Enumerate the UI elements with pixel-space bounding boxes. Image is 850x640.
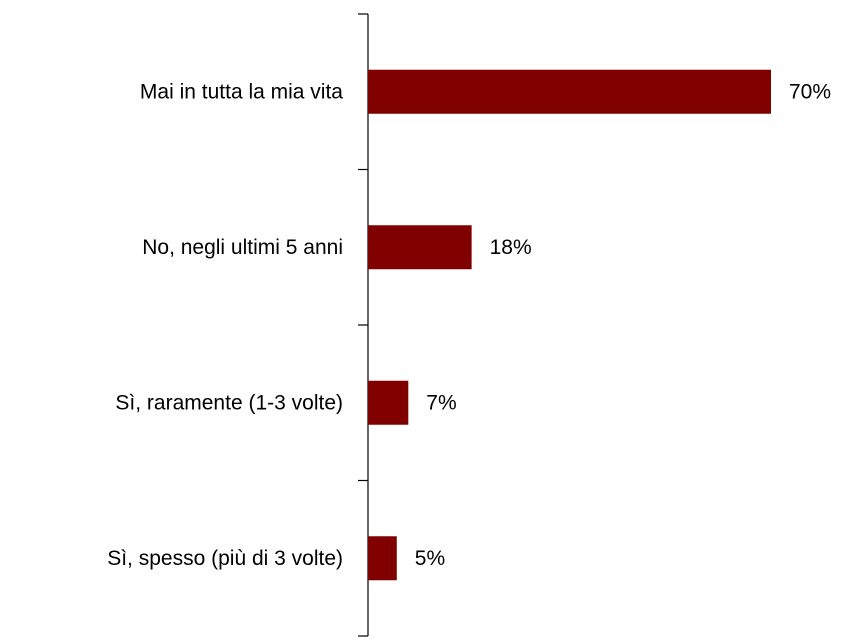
- category-label: Mai in tutta la mia vita: [140, 80, 343, 103]
- category-label: Sì, raramente (1-3 volte): [115, 391, 343, 414]
- bar: [368, 380, 409, 425]
- value-label: 70%: [789, 80, 831, 103]
- bar: [368, 536, 397, 581]
- category-label: Sì, spesso (più di 3 volte): [107, 547, 343, 570]
- value-label: 7%: [426, 391, 456, 414]
- bar: [368, 69, 771, 114]
- label-layer: Mai in tutta la mia vita 70% No, negli ult…: [107, 80, 831, 570]
- value-label: 5%: [415, 547, 445, 570]
- value-label: 18%: [490, 236, 532, 259]
- axis-layer: [358, 13, 369, 637]
- bar: [368, 225, 472, 270]
- bar-layer: [368, 69, 771, 581]
- category-label: No, negli ultimi 5 anni: [142, 236, 343, 259]
